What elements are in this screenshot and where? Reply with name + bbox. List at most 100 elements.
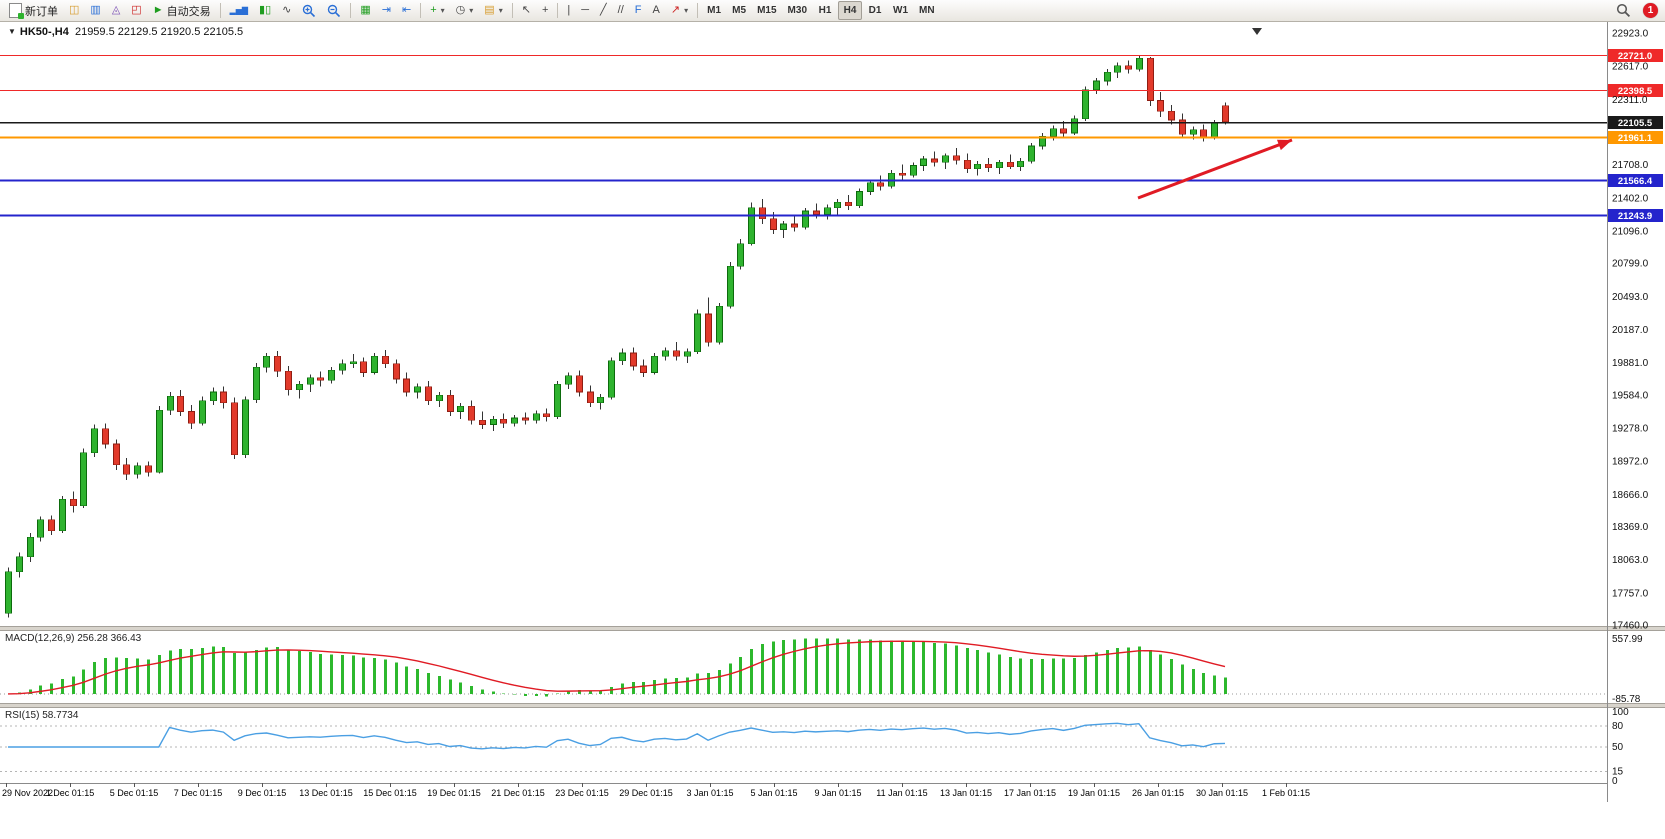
text-tool-button[interactable]: A [648, 1, 665, 20]
candlestick-chart-button[interactable]: ▮▯ [254, 1, 276, 20]
toolbar-separator [420, 3, 422, 18]
zoom-out-button[interactable] [322, 1, 346, 20]
svg-text:18369.0: 18369.0 [1612, 522, 1649, 533]
svg-text:29 Nov 2022: 29 Nov 2022 [2, 788, 53, 798]
svg-text:21402.0: 21402.0 [1612, 193, 1649, 204]
timeframe-button-H4[interactable]: H4 [838, 1, 862, 20]
svg-text:22721.0: 22721.0 [1618, 51, 1652, 62]
main-toolbar: 新订单 ◫ ▥ ◬ ◰ ► 自动交易 ▂▅▇ ▮▯ ∿ [0, 0, 1665, 22]
trendline-tool-button[interactable]: ╱ [595, 1, 612, 20]
timeframe-button-M15[interactable]: M15 [752, 1, 781, 20]
new-order-button[interactable]: 新订单 [4, 1, 63, 20]
data-window-button[interactable]: ▥ [85, 1, 105, 20]
svg-text:7 Dec 01:15: 7 Dec 01:15 [174, 788, 223, 798]
svg-text:13 Jan 01:15: 13 Jan 01:15 [940, 788, 992, 798]
timeframe-button-M5[interactable]: M5 [727, 1, 751, 20]
crosshair-tool-button[interactable]: + [537, 1, 553, 20]
bar-chart-button[interactable]: ▂▅▇ [225, 1, 253, 20]
price-chart-canvas[interactable]: 22721.0 22398.5 22105.5 21961.1 21566.4 21243… [0, 22, 1665, 834]
svg-text:19278.0: 19278.0 [1612, 423, 1649, 434]
tile-windows-button[interactable]: ▦ [355, 1, 375, 20]
crosshair-icon: + [541, 4, 549, 16]
svg-text:3 Jan 01:15: 3 Jan 01:15 [686, 788, 733, 798]
chart-shift-button[interactable]: ⇤ [397, 1, 416, 20]
new-order-label: 新订单 [25, 5, 58, 18]
svg-text:11 Jan 01:15: 11 Jan 01:15 [876, 788, 927, 798]
svg-text:100: 100 [1612, 707, 1629, 718]
trend-annotation-arrow[interactable] [1137, 138, 1293, 200]
svg-text:1 Dec 01:15: 1 Dec 01:15 [46, 788, 95, 798]
periods-button[interactable]: ◷ ▾ [451, 1, 479, 20]
svg-text:0: 0 [1612, 776, 1618, 787]
auto-scroll-button[interactable]: ⇥ [377, 1, 396, 20]
svg-text:23 Dec 01:15: 23 Dec 01:15 [555, 788, 609, 798]
indicators-button[interactable]: + ▾ [425, 1, 449, 20]
svg-text:557.99: 557.99 [1612, 634, 1643, 645]
templates-button[interactable]: ▤ ▾ [479, 1, 507, 20]
trendline-icon: ╱ [600, 4, 607, 16]
chart-shift-icon: ⇤ [402, 4, 412, 16]
svg-text:21096.0: 21096.0 [1612, 226, 1649, 237]
horizontal-lines: 22721.0 22398.5 22105.5 21961.1 21566.4 21243… [0, 49, 1663, 222]
svg-text:50: 50 [1612, 742, 1624, 753]
terminal-button[interactable]: ◰ [126, 1, 146, 20]
svg-text:18972.0: 18972.0 [1612, 457, 1649, 468]
svg-text:19 Dec 01:15: 19 Dec 01:15 [427, 788, 481, 798]
svg-text:9 Dec 01:15: 9 Dec 01:15 [238, 788, 287, 798]
svg-text:22617.0: 22617.0 [1612, 62, 1649, 73]
horizontal-line-tool-button[interactable]: ─ [576, 1, 594, 20]
market-watch-icon: ◫ [69, 4, 80, 16]
arrows-tool-icon: ↗ [670, 4, 681, 16]
svg-text:26 Jan 01:15: 26 Jan 01:15 [1132, 788, 1184, 798]
svg-text:30 Jan 01:15: 30 Jan 01:15 [1196, 788, 1248, 798]
market-watch-button[interactable]: ◫ [64, 1, 84, 20]
panel-divider[interactable] [0, 703, 1665, 708]
templates-icon: ▤ [484, 4, 495, 16]
zoom-in-button[interactable] [297, 1, 321, 20]
svg-text:80: 80 [1612, 721, 1624, 732]
svg-text:21708.0: 21708.0 [1612, 160, 1649, 171]
channel-icon: // [617, 4, 624, 16]
scroll-position-marker[interactable] [1252, 28, 1262, 35]
svg-text:22398.5: 22398.5 [1618, 86, 1653, 97]
zoom-out-icon [328, 4, 341, 17]
timeframe-button-H1[interactable]: H1 [813, 1, 837, 20]
auto-trading-button[interactable]: ► 自动交易 [148, 1, 216, 20]
timeframe-button-M1[interactable]: M1 [702, 1, 726, 20]
search-button[interactable] [1611, 1, 1636, 20]
arrows-tool-button[interactable]: ↗ ▾ [666, 1, 693, 20]
navigator-button[interactable]: ◬ [107, 1, 125, 20]
timeframe-button-W1[interactable]: W1 [888, 1, 913, 20]
timeframe-button-MN[interactable]: MN [914, 1, 940, 20]
toolbar-right-group: 1 [1611, 1, 1661, 20]
price-badge [1608, 131, 1663, 144]
channel-tool-button[interactable]: // [613, 1, 629, 20]
zoom-in-icon [303, 4, 316, 17]
svg-text:18666.0: 18666.0 [1612, 490, 1649, 501]
svg-text:17 Jan 01:15: 17 Jan 01:15 [1004, 788, 1056, 798]
price-badge [1608, 209, 1663, 222]
svg-text:20187.0: 20187.0 [1612, 325, 1649, 336]
svg-text:22105.5: 22105.5 [1618, 118, 1653, 129]
svg-text:15: 15 [1612, 767, 1624, 778]
bar-chart-icon: ▂▅▇ [229, 5, 249, 15]
notification-badge[interactable]: 1 [1643, 3, 1658, 18]
indicators-plus-icon: + [430, 4, 437, 16]
timeframe-button-D1[interactable]: D1 [863, 1, 887, 20]
vertical-line-icon: | [567, 4, 571, 16]
chart-window: 22721.0 22398.5 22105.5 21961.1 21566.4 21243… [0, 22, 1665, 834]
cursor-tool-button[interactable]: ↖ [517, 1, 536, 20]
svg-text:17460.0: 17460.0 [1612, 621, 1649, 632]
candles [5, 54, 1229, 618]
fibonacci-tool-button[interactable]: F [630, 1, 647, 20]
line-chart-button[interactable]: ∿ [277, 1, 296, 20]
price-badge [1608, 174, 1663, 187]
panel-divider[interactable] [0, 626, 1665, 631]
fibonacci-icon: F [634, 4, 642, 16]
vertical-line-tool-button[interactable]: | [562, 1, 575, 20]
notification-count: 1 [1647, 5, 1654, 16]
timeframe-button-M30[interactable]: M30 [783, 1, 812, 20]
svg-text:29 Dec 01:15: 29 Dec 01:15 [619, 788, 673, 798]
new-order-icon [9, 3, 24, 19]
